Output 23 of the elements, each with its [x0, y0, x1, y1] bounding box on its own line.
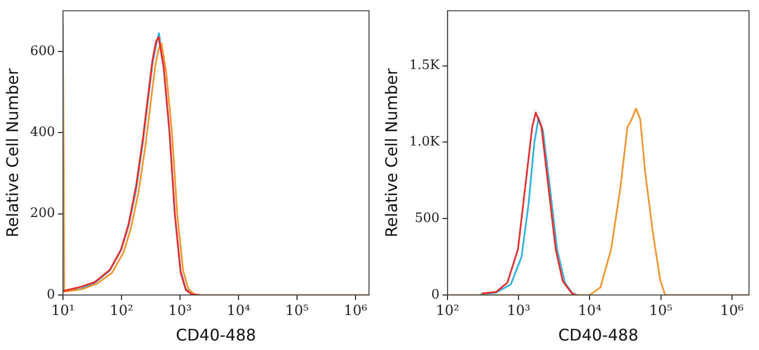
x-tick-label: 10³	[506, 303, 530, 320]
y-tick-label: 500	[414, 210, 440, 226]
y-tick-label: 1.5K	[409, 58, 440, 74]
y-axis-title: Relative Cell Number	[382, 68, 401, 238]
x-tick-label: 10⁶	[344, 303, 368, 320]
x-tick-label: 10⁵	[649, 303, 673, 320]
x-tick-label: 10⁵	[285, 303, 310, 320]
x-tick-label: 10³	[168, 303, 192, 320]
y-tick-label: 1.0K	[409, 134, 440, 150]
x-axis-title: CD40-488	[176, 326, 256, 345]
x-tick-label: 10²	[436, 303, 460, 320]
x-axis-title: CD40-488	[558, 326, 638, 345]
x-tick-label: 10²	[110, 303, 134, 320]
x-tick-label: 10⁶	[720, 303, 744, 320]
y-axis-title: Relative Cell Number	[2, 68, 22, 238]
y-tick-label: 0	[431, 287, 440, 302]
y-tick-label: 600	[30, 44, 56, 59]
x-tick-label: 10⁴	[226, 303, 251, 320]
x-tick-label: 10⁴	[578, 303, 602, 320]
y-tick-label: 400	[30, 124, 56, 140]
x-tick-label: 10¹	[51, 303, 75, 320]
y-tick-label: 0	[46, 287, 56, 302]
y-tick-label: 200	[30, 206, 56, 222]
